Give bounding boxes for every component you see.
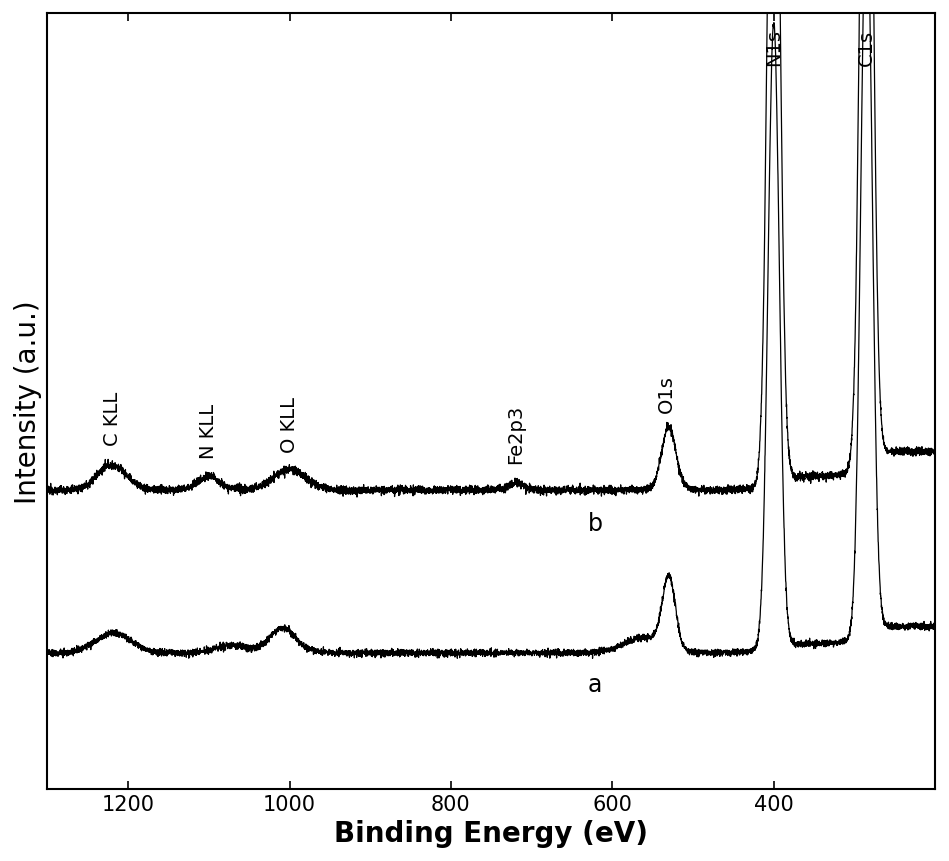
Y-axis label: Intensity (a.u.): Intensity (a.u.)	[14, 300, 42, 503]
Text: b: b	[588, 511, 604, 536]
Text: N1s: N1s	[764, 29, 783, 66]
Text: O1s: O1s	[657, 375, 676, 413]
Text: a: a	[588, 672, 603, 697]
X-axis label: Binding Energy (eV): Binding Energy (eV)	[334, 819, 648, 847]
Text: Fe2p3: Fe2p3	[506, 405, 525, 463]
Text: O KLL: O KLL	[280, 397, 299, 453]
Text: N KLL: N KLL	[199, 404, 218, 458]
Text: C KLL: C KLL	[102, 392, 121, 446]
Text: C1s: C1s	[857, 29, 876, 65]
